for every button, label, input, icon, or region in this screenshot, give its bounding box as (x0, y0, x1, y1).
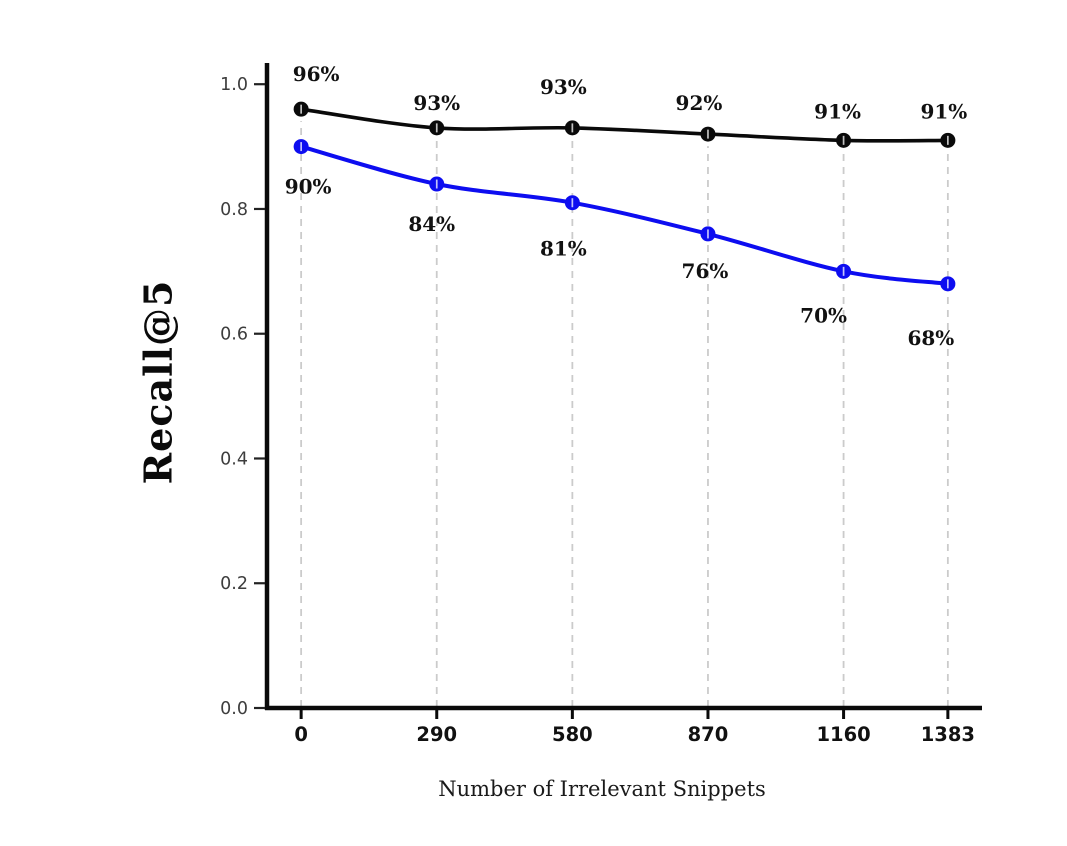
x-tick-label-290: 290 (416, 723, 457, 746)
y-tick-label-0.6: 0.6 (220, 325, 248, 345)
black-series-value-label-1: 93% (413, 91, 460, 115)
black-series-value-label-0: 96% (293, 62, 340, 86)
x-tick-label-0: 0 (294, 723, 308, 746)
x-tick-label-1160: 1160 (816, 723, 870, 746)
x-tick-label-580: 580 (552, 723, 593, 746)
y-tick-label-0.0: 0.0 (220, 699, 248, 719)
black-series-value-label-5: 91% (920, 99, 967, 123)
blue-series-value-label-5: 68% (907, 326, 954, 350)
x-tick-label-1383: 1383 (921, 723, 975, 746)
blue-series-value-label-1: 84% (408, 212, 455, 236)
black-series-value-label-3: 92% (676, 91, 723, 115)
y-tick-label-1.0: 1.0 (220, 75, 248, 95)
blue-series-line (299, 144, 950, 286)
y-tick-label-0.8: 0.8 (220, 200, 248, 220)
blue-series-value-label-4: 70% (800, 303, 847, 327)
y-tick-label-0.2: 0.2 (220, 574, 248, 594)
blue-series-value-label-0: 90% (285, 175, 332, 199)
black-series-value-label-4: 91% (814, 99, 861, 123)
black-series-value-label-2: 93% (540, 75, 587, 99)
blue-series-value-label-3: 76% (682, 259, 729, 283)
y-axis-title: Recall@5 (135, 279, 181, 485)
x-axis-title: Number of Irrelevant Snippets (438, 777, 766, 801)
blue-series-value-label-2: 81% (540, 237, 587, 261)
x-tick-label-870: 870 (688, 723, 729, 746)
y-tick-label-0.4: 0.4 (220, 449, 248, 469)
